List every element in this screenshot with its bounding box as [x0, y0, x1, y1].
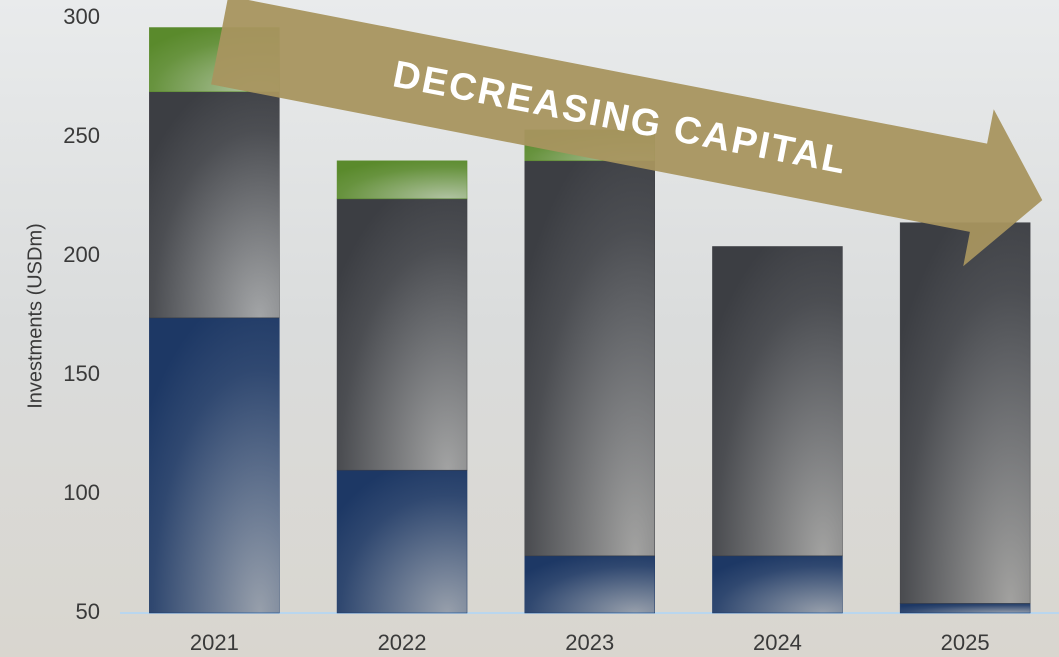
x-tick-label: 2022 — [378, 630, 427, 655]
x-tick-label: 2021 — [190, 630, 239, 655]
y-tick-label: 150 — [63, 361, 100, 386]
bar-segment — [149, 91, 280, 319]
bar-segment — [149, 317, 280, 614]
y-tick-label: 200 — [63, 242, 100, 267]
x-tick-label: 2025 — [941, 630, 990, 655]
bar-segment — [712, 555, 843, 614]
y-tick-label: 300 — [63, 4, 100, 29]
x-tick-label: 2023 — [565, 630, 614, 655]
y-axis-label: Investments (USDm) — [24, 223, 46, 409]
bar-segment — [336, 469, 468, 614]
arrow-shape — [211, 0, 1043, 267]
bar-segment — [524, 160, 655, 557]
bar-segment — [336, 160, 468, 200]
bar-segment — [712, 246, 843, 557]
y-tick-label: 100 — [63, 480, 100, 505]
bar-segment — [899, 603, 1031, 614]
y-tick-label: 50 — [76, 599, 100, 624]
bar-segment — [524, 555, 655, 614]
bar-segment — [899, 222, 1031, 604]
bar-segment — [336, 198, 468, 471]
y-tick-label: 250 — [63, 123, 100, 148]
x-tick-label: 2024 — [753, 630, 802, 655]
